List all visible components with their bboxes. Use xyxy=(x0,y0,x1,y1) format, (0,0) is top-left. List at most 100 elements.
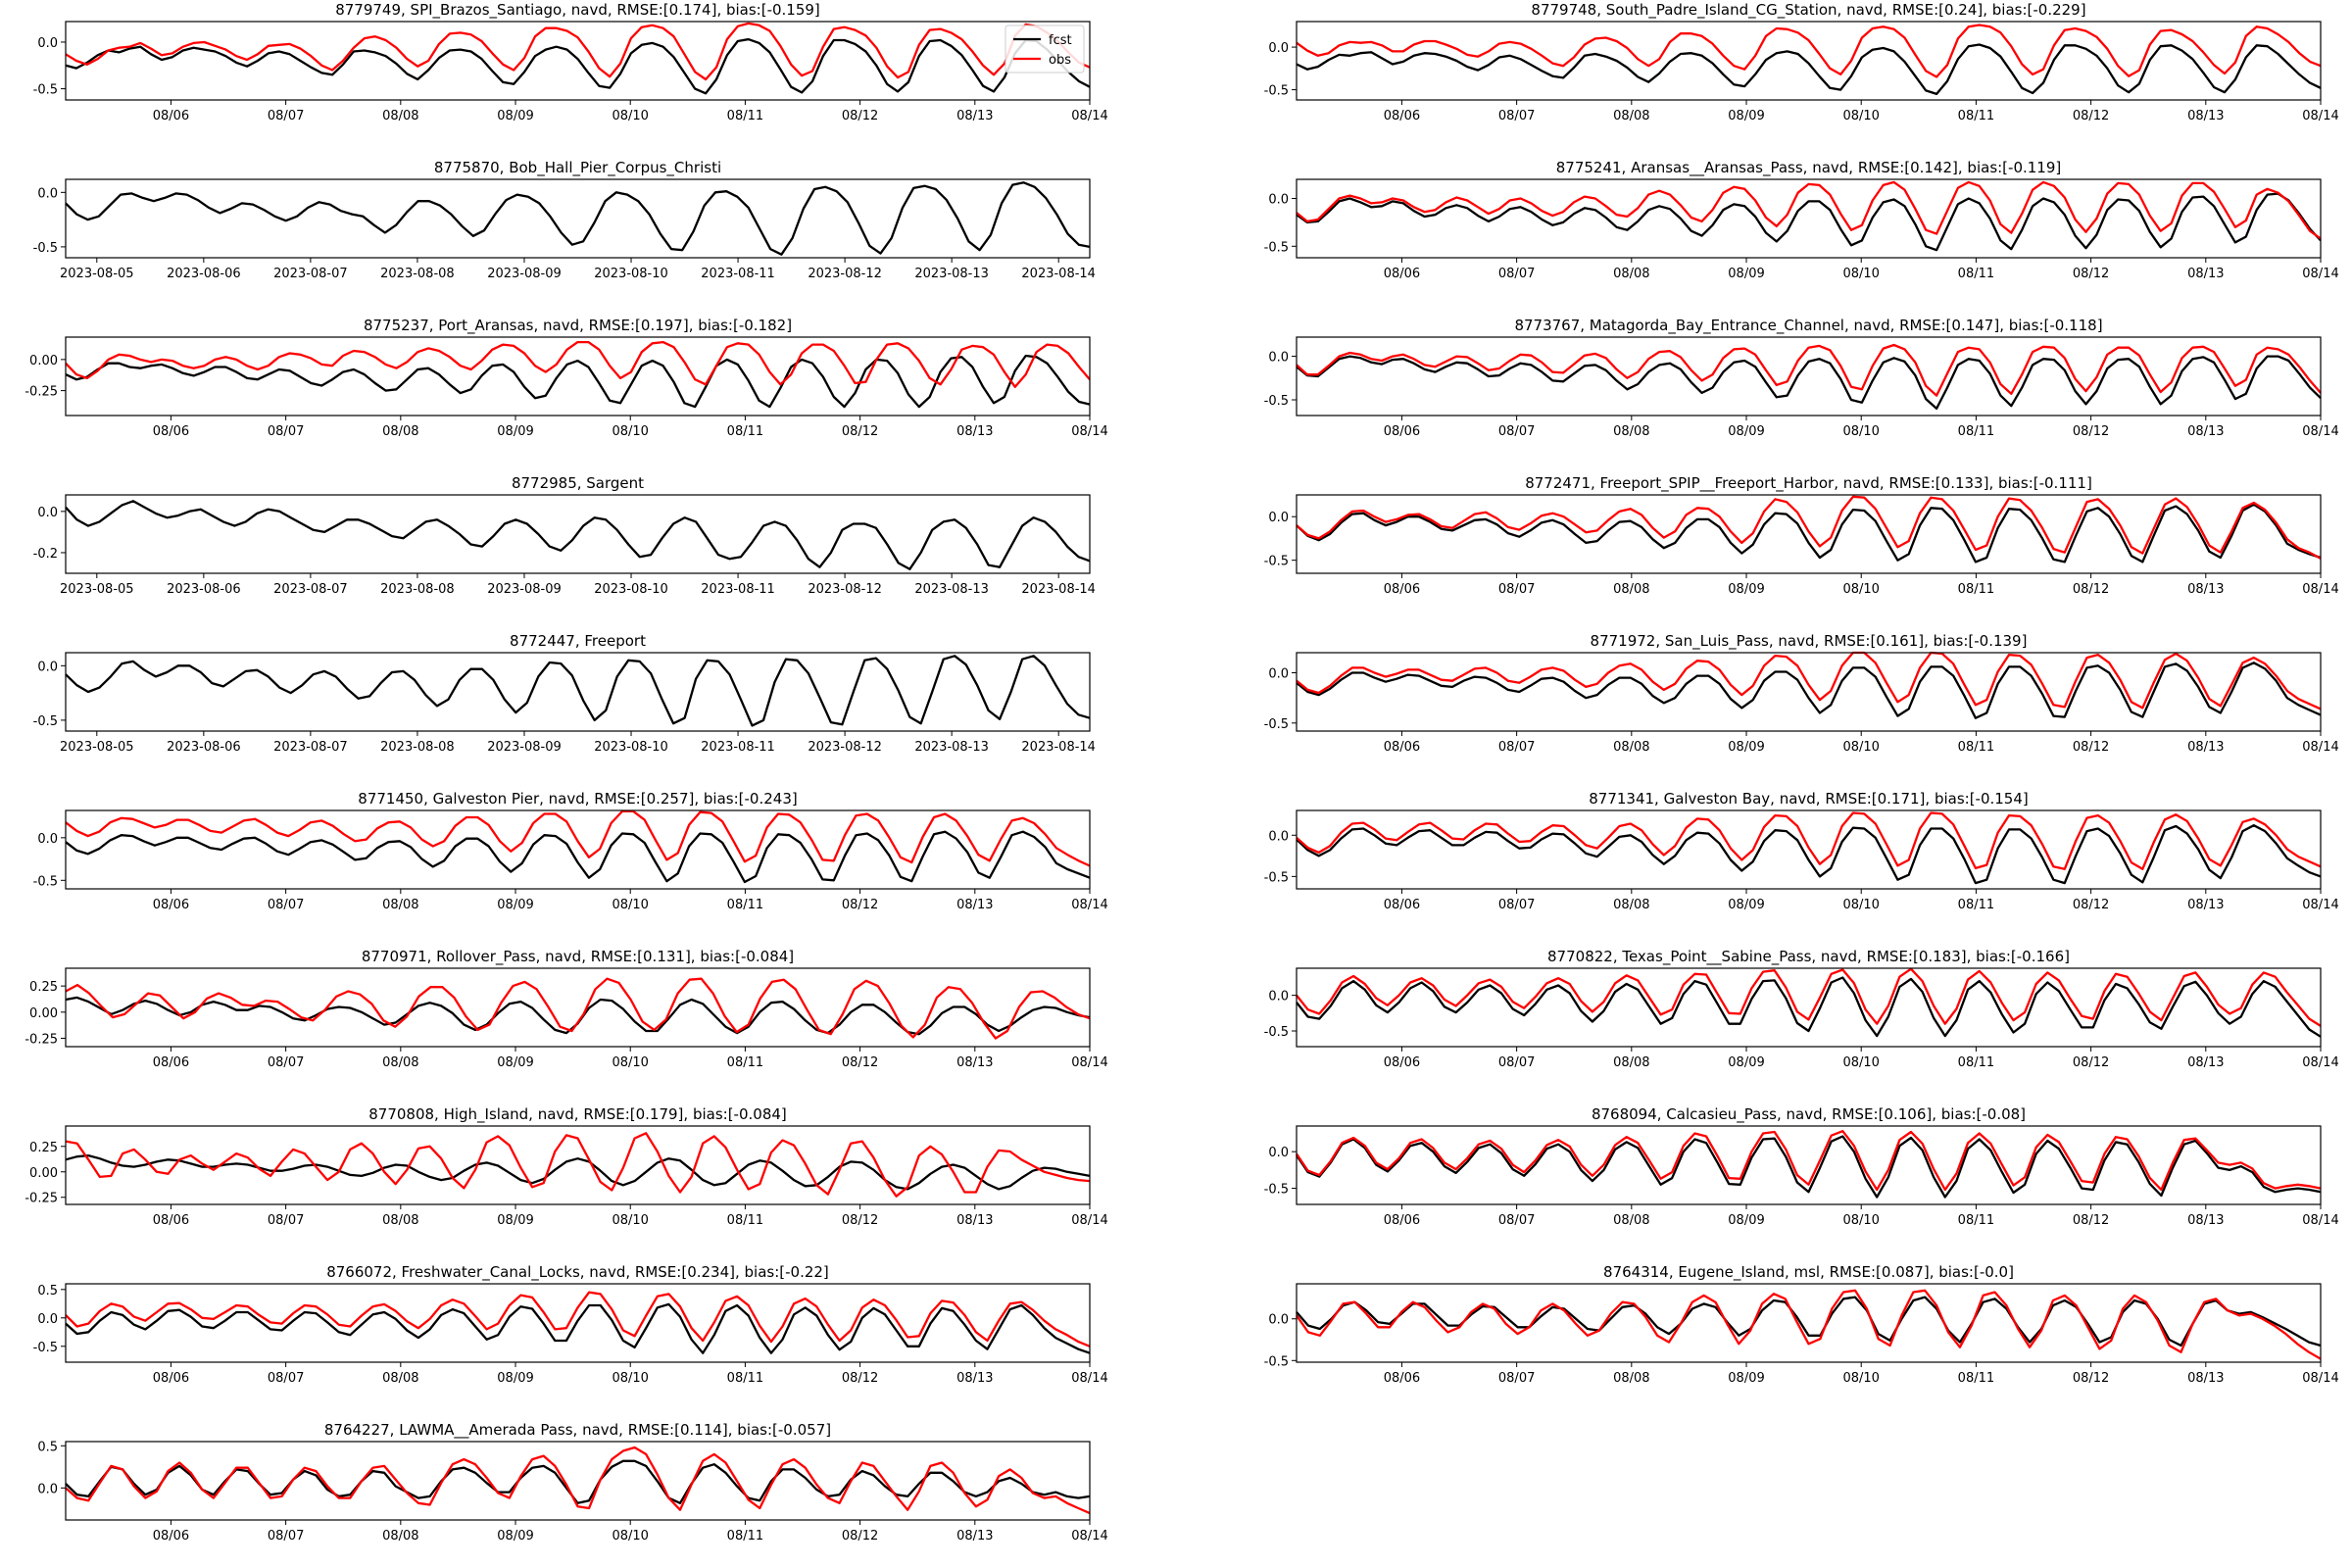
subplot-title: 8771972, San_Luis_Pass, navd, RMSE:[0.16… xyxy=(1591,632,2028,651)
x-tick-label: 08/06 xyxy=(1384,424,1420,439)
x-tick-label: 08/14 xyxy=(2302,424,2338,439)
x-tick-label: 2023-08-14 xyxy=(1021,267,1096,281)
x-tick-label: 08/09 xyxy=(497,898,533,912)
x-tick-label: 08/10 xyxy=(1842,582,1879,597)
x-tick-label: 08/12 xyxy=(2073,1213,2109,1228)
y-tick-label: -0.5 xyxy=(1264,555,1289,569)
y-tick-label: -0.25 xyxy=(24,1032,58,1047)
x-tick-label: 08/08 xyxy=(1613,1371,1649,1386)
subplot-title: 8770971, Rollover_Pass, navd, RMSE:[0.13… xyxy=(362,948,794,966)
x-tick-label: 2023-08-09 xyxy=(487,740,562,755)
x-tick-label: 08/11 xyxy=(1958,1055,1994,1070)
x-tick-label: 08/11 xyxy=(1958,424,1994,439)
x-tick-label: 08/13 xyxy=(2187,1055,2224,1070)
x-tick-label: 08/10 xyxy=(1842,109,1879,123)
axes-frame xyxy=(65,652,1091,732)
x-tick-label: 08/13 xyxy=(956,1213,993,1228)
series-line-fcst xyxy=(65,1459,1091,1504)
subplot-15: 8770808, High_Island, navd, RMSE:[0.179]… xyxy=(24,1105,1107,1228)
x-tick-label: 08/12 xyxy=(2073,740,2109,755)
y-tick-label: -0.5 xyxy=(33,83,58,98)
subplot-17: 8766072, Freshwater_Canal_Locks, navd, R… xyxy=(33,1263,1108,1386)
subplot-title: 8775241, Aransas__Aransas_Pass, navd, RM… xyxy=(1556,159,2062,177)
axes-frame xyxy=(1296,1283,2322,1363)
x-tick-label: 08/10 xyxy=(612,424,648,439)
x-tick-label: 2023-08-09 xyxy=(487,267,562,281)
series-line-obs xyxy=(65,977,1091,1040)
x-tick-label: 08/06 xyxy=(153,109,189,123)
x-tick-label: 08/07 xyxy=(1498,582,1535,597)
y-tick-label: 0.0 xyxy=(1268,667,1289,682)
x-tick-label: 08/10 xyxy=(612,1529,648,1544)
y-tick-label: 0.0 xyxy=(37,186,58,201)
x-tick-label: 08/07 xyxy=(1498,1055,1535,1070)
y-tick-label: -0.5 xyxy=(1264,1025,1289,1040)
x-tick-label: 08/12 xyxy=(2073,1055,2109,1070)
x-tick-label: 08/11 xyxy=(1958,109,1994,123)
x-tick-label: 2023-08-08 xyxy=(380,582,455,597)
x-tick-label: 08/10 xyxy=(612,1055,648,1070)
x-tick-label: 2023-08-12 xyxy=(808,267,882,281)
x-tick-label: 08/06 xyxy=(1384,1055,1420,1070)
axes-frame xyxy=(1296,967,2322,1048)
x-tick-label: 08/11 xyxy=(1958,267,1994,281)
y-tick-label: 0.0 xyxy=(37,506,58,520)
x-tick-label: 2023-08-13 xyxy=(914,267,989,281)
x-tick-label: 08/10 xyxy=(1842,898,1879,912)
x-tick-label: 08/09 xyxy=(1728,1055,1764,1070)
x-tick-label: 08/07 xyxy=(268,424,304,439)
x-tick-label: 08/09 xyxy=(1728,1213,1764,1228)
x-tick-label: 08/08 xyxy=(1613,1213,1649,1228)
subplot-11: 8771450, Galveston Pier, navd, RMSE:[0.2… xyxy=(33,790,1108,912)
x-tick-label: 08/13 xyxy=(2187,1213,2224,1228)
x-tick-label: 2023-08-14 xyxy=(1021,740,1096,755)
x-tick-label: 08/13 xyxy=(2187,740,2224,755)
series-line-obs xyxy=(1296,1289,2322,1360)
series-line-obs xyxy=(1296,967,2322,1027)
x-tick-label: 08/07 xyxy=(268,1371,304,1386)
x-tick-label: 2023-08-11 xyxy=(701,267,775,281)
series-line-fcst xyxy=(1296,662,2322,719)
axes-frame xyxy=(65,178,1091,259)
x-tick-label: 2023-08-06 xyxy=(167,740,241,755)
x-tick-label: 08/07 xyxy=(268,898,304,912)
x-tick-label: 08/09 xyxy=(1728,109,1764,123)
series-line-obs xyxy=(1296,343,2322,397)
series-line-obs xyxy=(1296,811,2322,870)
y-tick-label: 0.0 xyxy=(37,1482,58,1496)
x-tick-label: 08/14 xyxy=(2302,582,2338,597)
axes-frame xyxy=(65,809,1091,890)
subplot-7: 8772985, Sargent 2023-08-05 2023-08-06 2023… xyxy=(33,474,1096,597)
series-line-fcst xyxy=(65,655,1091,727)
subplot-4: 8775241, Aransas__Aransas_Pass, navd, RM… xyxy=(1264,159,2339,281)
series-line-fcst xyxy=(65,500,1091,570)
series-line-obs xyxy=(65,809,1091,867)
subplot-title: 8766072, Freshwater_Canal_Locks, navd, R… xyxy=(326,1263,829,1282)
x-tick-label: 08/07 xyxy=(1498,1213,1535,1228)
x-tick-label: 08/06 xyxy=(1384,582,1420,597)
x-tick-label: 08/09 xyxy=(497,109,533,123)
x-tick-label: 08/06 xyxy=(153,1371,189,1386)
series-line-fcst xyxy=(65,354,1091,409)
x-tick-label: 08/09 xyxy=(497,1529,533,1544)
legend: fcst obs xyxy=(1004,24,1085,74)
series-line-fcst xyxy=(65,181,1091,256)
x-tick-label: 08/08 xyxy=(382,1213,418,1228)
x-tick-label: 2023-08-07 xyxy=(273,582,348,597)
axes-frame xyxy=(1296,809,2322,890)
x-tick-label: 08/10 xyxy=(1842,424,1879,439)
y-tick-label: -0.5 xyxy=(1264,1354,1289,1369)
x-tick-label: 08/11 xyxy=(727,1529,763,1544)
x-tick-label: 08/12 xyxy=(842,898,878,912)
y-tick-label: 0.0 xyxy=(37,1312,58,1327)
x-tick-label: 08/06 xyxy=(1384,898,1420,912)
x-tick-label: 08/07 xyxy=(1498,267,1535,281)
x-tick-label: 08/08 xyxy=(1613,267,1649,281)
series-line-obs xyxy=(65,1291,1091,1348)
x-tick-label: 08/10 xyxy=(1842,740,1879,755)
x-tick-label: 08/07 xyxy=(268,109,304,123)
axes-frame xyxy=(1296,494,2322,574)
x-tick-label: 08/11 xyxy=(1958,898,1994,912)
x-tick-label: 08/08 xyxy=(382,424,418,439)
